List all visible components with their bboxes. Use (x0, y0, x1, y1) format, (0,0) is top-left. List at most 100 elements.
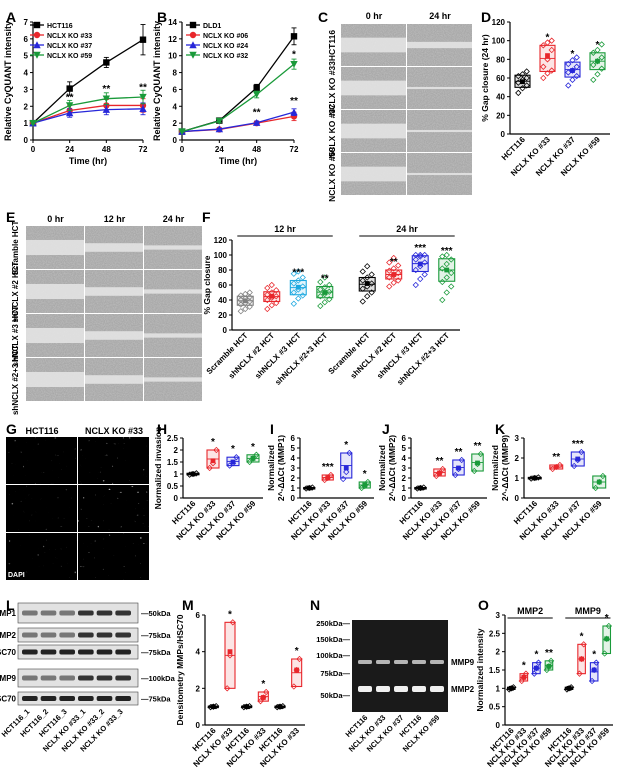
blot-band (40, 649, 57, 655)
y-tick-label: 4 (402, 454, 407, 463)
significance-mark: * (592, 650, 596, 661)
x-tick-label: 0 (31, 145, 36, 154)
data-point (102, 95, 111, 103)
significance-mark: ** (139, 82, 147, 93)
mean-marker (364, 281, 370, 286)
blot-band (115, 610, 131, 616)
y-tick-label: 0 (173, 136, 178, 145)
data-point (412, 266, 419, 274)
data-point (317, 293, 324, 300)
panel-letters: A B C D E F G H I J K L M N O (6, 9, 505, 613)
blot-band (115, 649, 131, 655)
significance-mark: * (534, 650, 538, 661)
data-point (264, 296, 271, 304)
data-point (264, 305, 271, 313)
mean-marker (227, 649, 233, 655)
dapi-image (78, 533, 149, 580)
blot-band (96, 610, 113, 616)
data-point (576, 670, 583, 677)
data-point (273, 299, 280, 307)
mean-marker (508, 685, 514, 691)
nuclei (78, 485, 149, 532)
data-point (242, 290, 249, 298)
y-tick-label: 120 (492, 18, 506, 27)
blot-band (78, 610, 94, 616)
panel-g-dapi-images: HCT116 NCLX KO #33 DAPI (6, 426, 149, 580)
data-point (448, 269, 455, 277)
y-tick-label: 4 (173, 102, 178, 111)
data-point (65, 109, 74, 117)
row-label: NCLX KO #59 (327, 147, 337, 202)
data-point (540, 63, 547, 70)
data-point (443, 260, 450, 268)
data-point (570, 462, 578, 470)
blot-row-label: HSC70 (0, 695, 17, 704)
data-point (390, 279, 397, 286)
mean-marker (418, 485, 423, 491)
wound-gap (341, 80, 406, 96)
data-point (206, 464, 213, 472)
panel-letter-g: G (6, 421, 17, 437)
significance-mark: * (292, 49, 296, 60)
data-point (290, 280, 297, 287)
group-label: MMP9 (575, 606, 601, 616)
data-point (364, 478, 372, 486)
blot-row: MMP9 —100kDa (0, 668, 176, 688)
data-point (590, 76, 597, 84)
data-point (412, 251, 419, 259)
data-point (368, 289, 375, 296)
wound-gap (341, 37, 406, 53)
mean-marker (596, 479, 602, 485)
series-2 (178, 108, 298, 135)
legend-label: HCT116 (47, 23, 73, 30)
mmp2-band (394, 686, 408, 692)
data-point (523, 68, 530, 75)
data-point (443, 251, 450, 259)
mean-marker (306, 485, 312, 491)
data-point (252, 119, 261, 126)
data-point (439, 265, 446, 272)
blot-row: HSC70 —75kDa (0, 691, 171, 706)
legend-marker (189, 51, 197, 59)
data-point (439, 278, 446, 286)
data-point (246, 458, 253, 466)
x-tick-label: 24 (65, 145, 74, 154)
blot-band (78, 675, 94, 681)
nuclei (6, 485, 77, 532)
band-label: MMP2 (451, 685, 475, 694)
data-point (290, 683, 298, 690)
mean-marker (533, 665, 539, 671)
y-tick-label: 6 (24, 35, 29, 44)
data-point (395, 269, 402, 277)
blot-band (59, 610, 75, 616)
data-point (257, 698, 264, 705)
data-point (290, 33, 298, 40)
mean-marker (295, 284, 301, 290)
y-tick-label: 1 (402, 484, 407, 493)
data-point (601, 650, 608, 657)
data-point (547, 657, 555, 664)
legend-marker (189, 41, 197, 49)
panel-letter-e: E (6, 209, 15, 225)
marker-label: 250kDa— (316, 619, 350, 628)
row-label: Scramble HCT (11, 221, 20, 276)
data-point (448, 256, 455, 263)
mmp9-band (412, 660, 426, 664)
micrograph (85, 270, 143, 313)
data-point (523, 82, 530, 89)
significance-mark: ** (474, 441, 482, 452)
series-line (181, 111, 295, 133)
mean-marker (546, 663, 552, 669)
micrograph (85, 226, 143, 269)
data-point (364, 274, 371, 281)
data-point (252, 91, 261, 99)
mean-marker (343, 465, 349, 471)
y-tick-label: 20 (496, 111, 505, 120)
data-point (599, 472, 607, 480)
y-axis-title: Relative CyQUANT intensity (152, 21, 162, 141)
data-point (417, 251, 424, 259)
data-point (590, 61, 597, 69)
significance-mark: * (522, 661, 526, 672)
